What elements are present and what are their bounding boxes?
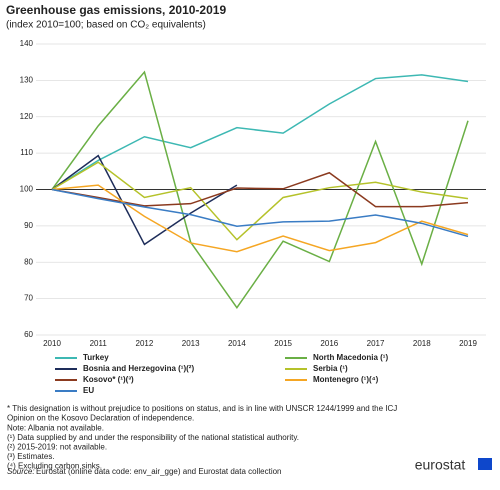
y-tick-label: 60 xyxy=(24,330,33,339)
logo-flag xyxy=(478,458,492,470)
chart-title: Greenhouse gas emissions, 2010-2019 xyxy=(6,3,226,17)
y-tick-label: 90 xyxy=(24,221,33,230)
note: (²) 2015-2019: not available. xyxy=(7,443,107,452)
legend-label: North Macedonia (¹) xyxy=(313,353,388,362)
legend-label: EU xyxy=(83,386,94,395)
y-tick-label: 100 xyxy=(20,185,34,194)
note: Opinion on the Kosovo Declaration of ind… xyxy=(7,414,194,423)
note: (³) Estimates. xyxy=(7,452,55,461)
y-tick-label: 70 xyxy=(24,294,33,303)
note: (¹) Data supplied by and under the respo… xyxy=(7,433,299,442)
y-tick-label: 130 xyxy=(20,75,34,84)
y-tick-label: 120 xyxy=(20,112,34,121)
logo: eurostat xyxy=(415,457,466,473)
x-tick-label: 2017 xyxy=(367,339,385,348)
legend-label: Kosovo* (¹)(³) xyxy=(83,375,134,384)
series-line xyxy=(51,154,238,246)
x-tick-label: 2015 xyxy=(274,339,292,348)
x-tick-label: 2014 xyxy=(228,339,246,348)
series-line xyxy=(51,188,469,238)
series-line xyxy=(51,184,469,253)
x-tick-label: 2018 xyxy=(413,339,431,348)
x-tick-label: 2019 xyxy=(459,339,477,348)
y-tick-label: 140 xyxy=(20,39,34,48)
legend-label: Turkey xyxy=(83,353,109,362)
series-line xyxy=(51,171,469,208)
chart-subtitle: (index 2010=100; based on CO₂ equivalent… xyxy=(6,20,206,31)
x-tick-label: 2016 xyxy=(320,339,338,348)
series-line xyxy=(51,74,469,191)
series-line xyxy=(51,161,469,241)
y-tick-label: 110 xyxy=(20,148,33,157)
source-label: Source: xyxy=(7,467,35,476)
x-tick-label: 2012 xyxy=(136,339,154,348)
legend-label: Montenegro (¹)(⁴) xyxy=(313,375,379,384)
x-tick-label: 2011 xyxy=(90,339,108,348)
x-tick-label: 2010 xyxy=(43,339,61,348)
source: Eurostat (online data code: env_air_gge)… xyxy=(36,467,282,476)
note: * This designation is without prejudice … xyxy=(7,404,397,413)
series-line xyxy=(51,70,469,310)
legend-label: Serbia (¹) xyxy=(313,364,348,373)
x-tick-label: 2013 xyxy=(182,339,200,348)
y-tick-label: 80 xyxy=(24,257,33,266)
note: (⁴) Excluding carbon sinks. xyxy=(7,462,102,471)
note: Note: Albania not available. xyxy=(7,423,104,432)
legend-label: Bosnia and Herzegovina (¹)(²) xyxy=(83,364,194,373)
